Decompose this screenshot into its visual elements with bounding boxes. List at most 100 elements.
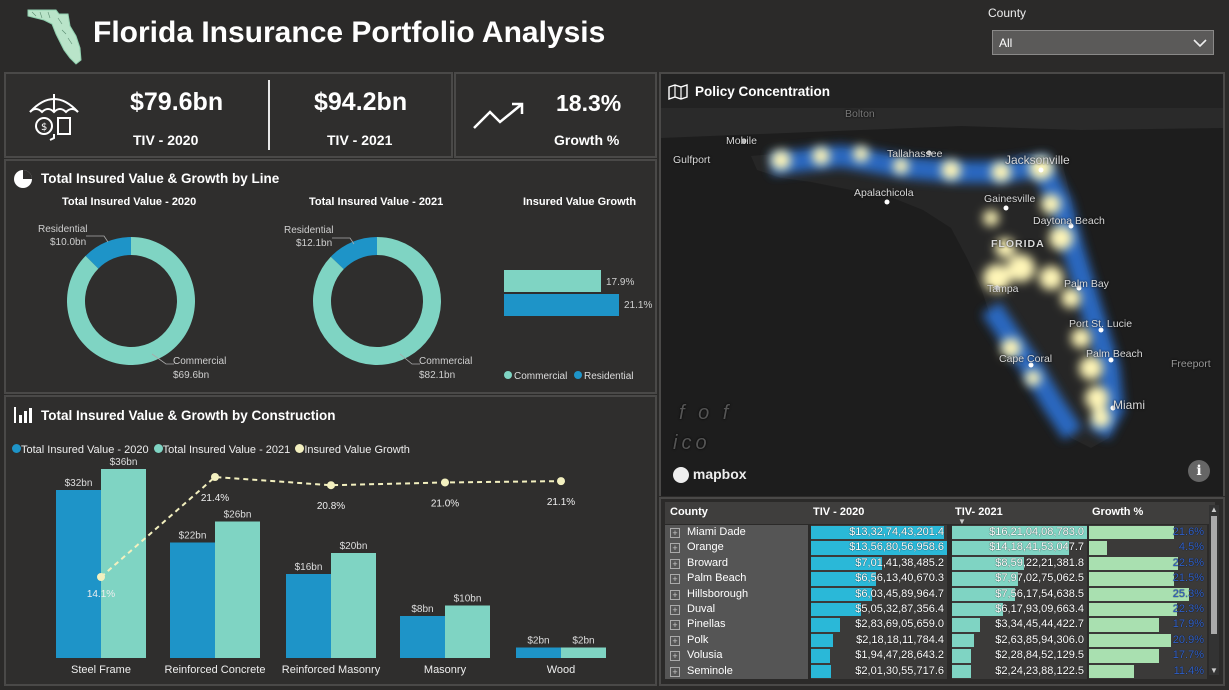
tiv2020-fill [811, 587, 873, 601]
table-row[interactable]: + Duval $5,05,32,87,356.4 $6,17,93,09,66… [665, 602, 1215, 618]
mapbox-logo-icon [673, 467, 689, 484]
growth-value: 11.4% [1173, 664, 1204, 677]
growth-value-label: 21.1% [547, 497, 575, 508]
info-icon[interactable]: i [1188, 460, 1210, 482]
bar-tiv2020[interactable] [56, 490, 101, 658]
tiv2020-fill [811, 603, 862, 617]
tiv2020-cell: $7,01,41,38,485.2 [811, 555, 947, 572]
table-row[interactable]: + Broward $7,01,41,38,485.2 $8,59,22,21,… [665, 555, 1215, 572]
col-header-tiv2020[interactable]: TIV - 2020 [813, 506, 865, 518]
col-header-county[interactable]: County [670, 506, 708, 518]
florida-land [661, 108, 1223, 448]
growth-value: 4.5% [1178, 541, 1204, 554]
trend-up-icon [473, 102, 524, 129]
bar-tiv2021[interactable] [101, 469, 146, 658]
scrollbar[interactable]: ▲ ▼ [1209, 505, 1219, 675]
tiv2020-cell: $2,18,18,11,784.4 [811, 632, 947, 649]
table-row[interactable]: + Seminole $2,01,30,55,717.6 $2,24,23,88… [665, 663, 1215, 679]
florida-map-icon [27, 9, 82, 65]
bar-tiv2021[interactable] [331, 553, 376, 658]
bar-tiv2020[interactable] [170, 542, 215, 659]
county-cell [665, 571, 808, 587]
x-label-wood: Wood [547, 664, 576, 676]
tiv2021-value: $3,34,45,44,422.7 [995, 618, 1084, 631]
county-cell [665, 525, 808, 541]
table-header: County TIV - 2020 TIV- 2021 ▼ Growth % [665, 502, 1215, 526]
expand-icon[interactable]: + [670, 528, 680, 538]
expand-icon[interactable]: + [670, 543, 680, 554]
map-canvas[interactable]: Mobile Gulfport Tallahassee Jacksonville… [661, 108, 1223, 496]
scroll-down-arrow[interactable]: ▼ [1210, 666, 1218, 675]
donut-2020 [67, 235, 195, 365]
expand-icon[interactable]: + [670, 666, 680, 677]
tiv2021-cell: $3,34,45,44,422.7 [952, 617, 1087, 633]
bar-tiv2021[interactable] [215, 521, 260, 659]
expand-icon[interactable]: + [670, 635, 680, 646]
tiv2021-cell: $2,24,23,88,122.5 [952, 663, 1087, 679]
county-name: Palm Beach [687, 572, 747, 585]
expand-icon[interactable]: + [670, 574, 680, 585]
table-row[interactable]: + Orange $13,56,80,56,958.6 $14,18,41,53… [665, 540, 1215, 556]
growth-fill [1089, 603, 1177, 617]
tiv2020-value: $13,56,80,56,958.6 [849, 541, 944, 554]
expand-icon[interactable]: + [670, 589, 680, 600]
legend-residential-label: Residential [584, 371, 634, 382]
growth-bar-commercial [504, 270, 602, 292]
growth-value: 17.7% [1172, 649, 1204, 662]
map-label-tampa: Tampa [987, 283, 1019, 295]
bar-tiv2020[interactable] [400, 616, 445, 658]
growth-value-label: 21.4% [201, 493, 229, 504]
expand-icon[interactable]: + [670, 605, 680, 615]
donut-2021-res-label: Residential [284, 225, 334, 236]
expand-icon[interactable]: + [670, 558, 680, 569]
bar-value-label: $26bn [224, 510, 252, 521]
growth-point[interactable] [211, 473, 219, 481]
table-row[interactable]: + Palm Beach $6,56,13,40,670.3 $7,97,02,… [665, 571, 1215, 587]
scroll-up-arrow[interactable]: ▲ [1210, 505, 1218, 514]
growth-point[interactable] [327, 481, 335, 490]
county-name: Duval [687, 603, 716, 615]
construction-legend: Total Insured Value - 2020 Total Insured… [12, 444, 410, 456]
tiv2021-fill [952, 633, 974, 648]
growth-value-label: 14.1% [87, 589, 115, 600]
expand-icon[interactable]: + [670, 651, 680, 662]
legend-commercial: Commercial [504, 371, 567, 382]
growth-point[interactable] [97, 573, 105, 581]
table-row[interactable]: + Polk $2,18,18,11,784.4 $2,63,85,94,306… [665, 632, 1215, 649]
line-panel-title: Total Insured Value & Growth by Line [41, 171, 280, 186]
donut-2021-title: Total Insured Value - 2021 [309, 196, 444, 208]
table-row[interactable]: + Miami Dade $13,32,74,43,201.4 $16,21,0… [665, 525, 1215, 541]
col-header-growth[interactable]: Growth % [1092, 506, 1144, 518]
tiv2021-fill [952, 556, 1024, 571]
leader-line [399, 353, 420, 365]
growth-cell: 25.3% [1089, 586, 1207, 602]
kpi-tiv-2020-value: $79.6bn [130, 88, 224, 116]
bar-tiv2021[interactable] [445, 605, 490, 659]
donut-2020-com-label: Commercial [173, 356, 227, 367]
county-dropdown[interactable]: All [992, 30, 1214, 55]
x-label-reinforced-masonry: Reinforced Masonry [282, 664, 381, 676]
growth-point[interactable] [557, 477, 565, 486]
table-row[interactable]: + Hillsborough $6,03,45,89,964.7 $7,56,1… [665, 586, 1215, 602]
growth-value: 21.6% [1172, 526, 1204, 538]
bar-tiv2020[interactable] [286, 574, 331, 658]
table-row[interactable]: + Pinellas $2,83,69,05,659.0 $3,34,45,44… [665, 617, 1215, 633]
map-label-florida: FLORIDA [991, 238, 1045, 250]
kpi-growth-label: Growth % [554, 132, 620, 148]
tiv2021-fill [952, 526, 1087, 540]
map-label-palm-beach: Palm Beach [1086, 348, 1143, 360]
col-header-tiv2021[interactable]: TIV- 2021 [955, 506, 1003, 518]
expand-icon[interactable]: + [670, 620, 680, 631]
table-row[interactable]: + Volusia $1,94,47,28,643.2 $2,28,84,52,… [665, 648, 1215, 664]
svg-text:$: $ [41, 122, 47, 133]
scroll-thumb[interactable] [1211, 516, 1217, 634]
bar-value-label: $16bn [295, 562, 323, 573]
mapbox-attribution[interactable]: mapbox [673, 466, 747, 484]
growth-point[interactable] [441, 478, 449, 487]
tiv2020-cell: $13,56,80,56,958.6 [811, 540, 947, 556]
bar-chart-icon [14, 407, 32, 423]
bar-tiv2020[interactable] [516, 647, 561, 659]
donut-slice-residential [85, 237, 131, 269]
bar-tiv2021[interactable] [561, 647, 606, 659]
kpi-tiv-panel: $ $79.6bn TIV - 2020 $94.2bn TIV - 2021 [4, 72, 453, 158]
